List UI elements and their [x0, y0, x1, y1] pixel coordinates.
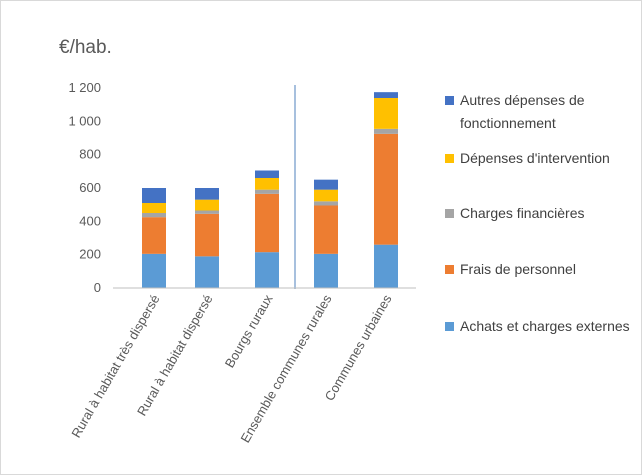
- x-tick-label: Rural à habitat très dispersé: [68, 292, 162, 440]
- bar-segment: [255, 252, 279, 288]
- bar-segment: [314, 205, 338, 254]
- legend-label: Frais de personnel: [460, 261, 576, 277]
- y-tick-label: 1 000: [68, 113, 101, 128]
- legend-swatch: [445, 265, 454, 274]
- y-axis: 0 200 400 600 800 1 000 1 200: [68, 80, 101, 295]
- bar-segment: [314, 253, 338, 288]
- x-tick-label: Communes urbaines: [322, 292, 395, 404]
- y-tick-label: 600: [79, 180, 101, 195]
- bar-segment: [314, 201, 338, 206]
- bar-segment: [142, 203, 166, 213]
- legend-label: Achats et charges externes: [460, 318, 630, 334]
- bar-segment: [255, 170, 279, 178]
- legend-label: Charges financières: [460, 205, 585, 221]
- bar-segment: [195, 256, 219, 288]
- bar-segment: [195, 210, 219, 214]
- bar-segment: [142, 253, 166, 288]
- y-tick-label: 0: [94, 280, 101, 295]
- bars: [142, 92, 398, 288]
- bar-segment: [142, 217, 166, 254]
- y-tick-label: 400: [79, 213, 101, 228]
- legend-swatch: [445, 209, 454, 218]
- bar-segment: [374, 244, 398, 288]
- bar-segment: [314, 189, 338, 202]
- bar-segment: [314, 179, 338, 190]
- bar-segment: [195, 188, 219, 200]
- legend-swatch: [445, 322, 454, 331]
- bar-segment: [195, 199, 219, 211]
- legend-swatch: [445, 96, 454, 105]
- legend: Autres dépenses de fonctionnement Dépenses…: [445, 92, 630, 334]
- y-tick-label: 800: [79, 147, 101, 162]
- y-tick-label: 200: [79, 247, 101, 262]
- bar-segment: [374, 92, 398, 98]
- bar-segment: [374, 98, 398, 129]
- y-tick-label: 1 200: [68, 80, 101, 95]
- bar-segment: [255, 189, 279, 194]
- bar-segment: [374, 128, 398, 134]
- bar-segment: [142, 213, 166, 218]
- legend-label: Dépenses d'intervention: [460, 150, 610, 166]
- unit-label: €/hab.: [59, 37, 112, 58]
- legend-label: Autres dépenses de: [460, 92, 585, 108]
- bar-segment: [195, 213, 219, 257]
- legend-swatch: [445, 154, 454, 163]
- bar-segment: [255, 193, 279, 253]
- bar-segment: [255, 178, 279, 190]
- bar-segment: [374, 133, 398, 245]
- x-tick-label: Bourgs ruraux: [222, 292, 276, 371]
- bar-segment: [142, 188, 166, 203]
- legend-label: fonctionnement: [460, 115, 556, 131]
